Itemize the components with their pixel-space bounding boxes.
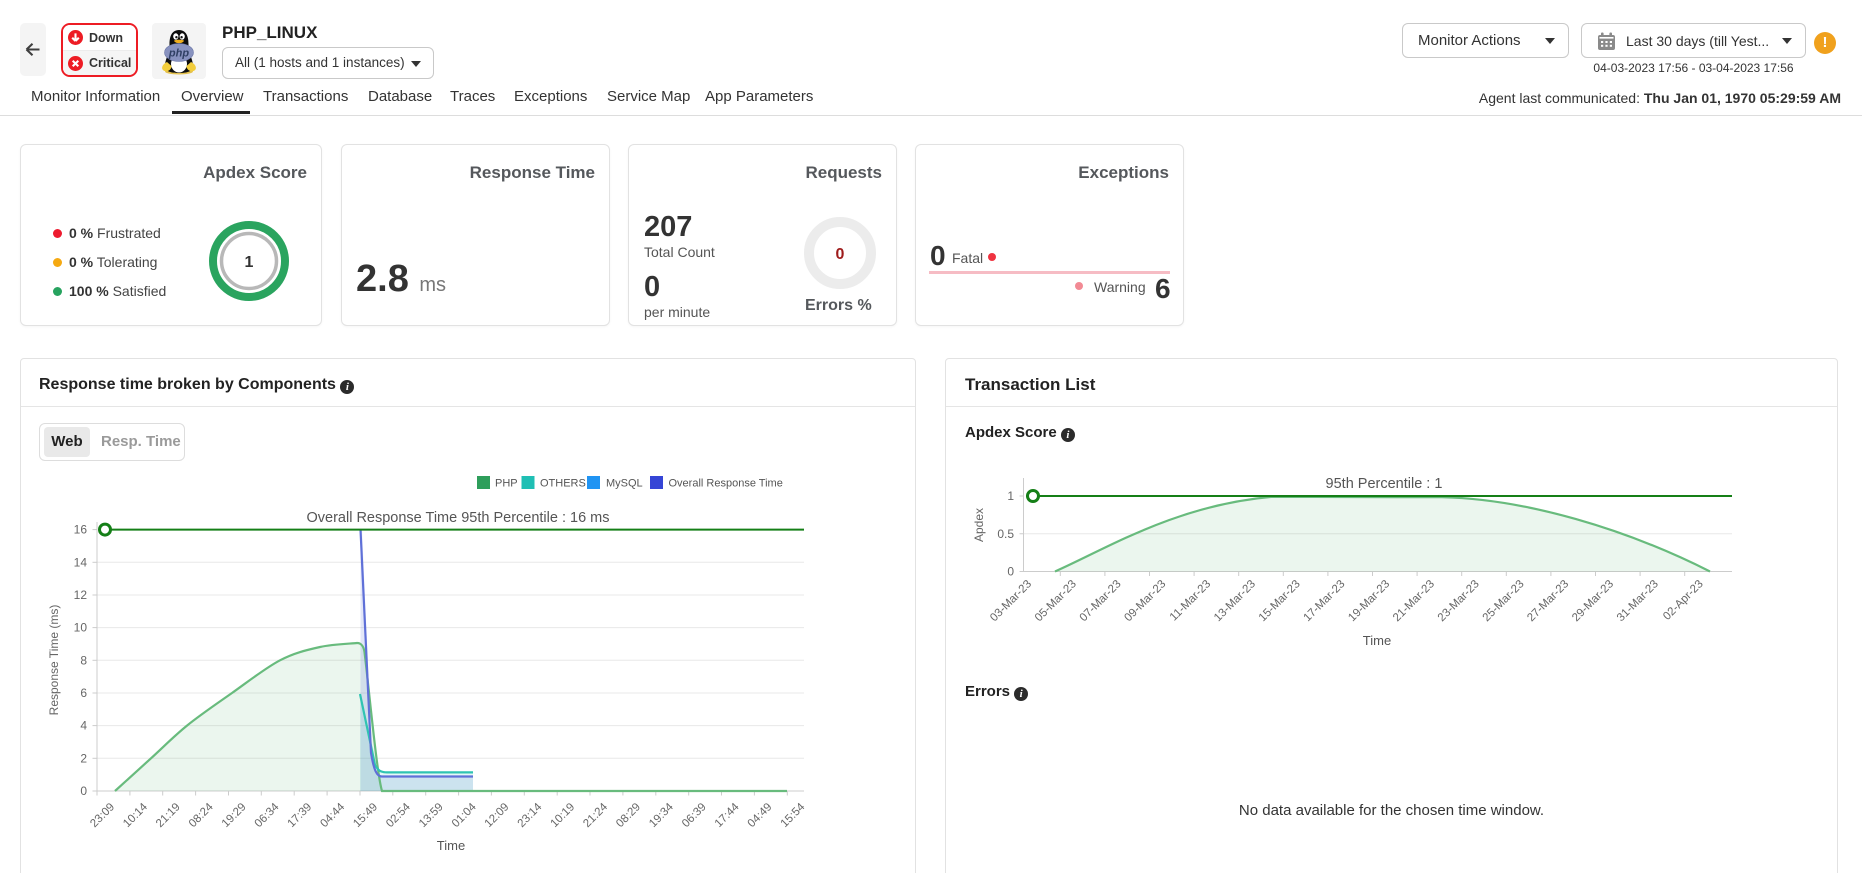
svg-text:0.5: 0.5 bbox=[997, 527, 1014, 541]
svg-text:4: 4 bbox=[80, 719, 87, 733]
svg-text:95th Percentile : 1: 95th Percentile : 1 bbox=[1326, 476, 1443, 492]
svg-text:06:39: 06:39 bbox=[680, 801, 709, 830]
svg-text:Time: Time bbox=[437, 838, 465, 853]
svg-text:15-Mar-23: 15-Mar-23 bbox=[1257, 578, 1303, 624]
svg-text:23:09: 23:09 bbox=[88, 801, 117, 830]
svg-text:Overall Response Time: Overall Response Time bbox=[669, 478, 783, 490]
svg-text:0: 0 bbox=[836, 246, 845, 263]
svg-text:25-Mar-23: 25-Mar-23 bbox=[1481, 578, 1527, 624]
svg-text:03-Mar-23: 03-Mar-23 bbox=[988, 578, 1034, 624]
svg-text:29-Mar-23: 29-Mar-23 bbox=[1570, 578, 1616, 624]
svg-text:16: 16 bbox=[74, 523, 88, 537]
svg-text:27-Mar-23: 27-Mar-23 bbox=[1525, 578, 1571, 624]
svg-text:0: 0 bbox=[1007, 565, 1014, 579]
svg-text:Response Time (ms): Response Time (ms) bbox=[47, 605, 61, 716]
svg-text:13-Mar-23: 13-Mar-23 bbox=[1212, 578, 1258, 624]
svg-text:23:14: 23:14 bbox=[516, 801, 545, 830]
svg-text:MySQL: MySQL bbox=[606, 478, 643, 490]
svg-text:05-Mar-23: 05-Mar-23 bbox=[1033, 578, 1079, 624]
svg-text:17:44: 17:44 bbox=[713, 801, 742, 830]
svg-text:08:24: 08:24 bbox=[187, 801, 216, 830]
svg-text:OTHERS: OTHERS bbox=[540, 478, 586, 490]
svg-text:1: 1 bbox=[1007, 489, 1014, 503]
svg-text:23-Mar-23: 23-Mar-23 bbox=[1436, 578, 1482, 624]
svg-text:Time: Time bbox=[1363, 633, 1391, 648]
svg-text:14: 14 bbox=[74, 555, 88, 569]
svg-text:12: 12 bbox=[74, 588, 88, 602]
svg-text:31-Mar-23: 31-Mar-23 bbox=[1615, 578, 1661, 624]
svg-text:01:04: 01:04 bbox=[450, 801, 479, 830]
svg-text:Overall Response Time 95th Per: Overall Response Time 95th Percentile : … bbox=[306, 510, 609, 526]
svg-text:PHP: PHP bbox=[495, 478, 518, 490]
svg-text:15:49: 15:49 bbox=[351, 801, 380, 830]
svg-text:19-Mar-23: 19-Mar-23 bbox=[1346, 578, 1392, 624]
svg-text:04:49: 04:49 bbox=[746, 801, 775, 830]
svg-text:08:29: 08:29 bbox=[614, 801, 643, 830]
svg-text:11-Mar-23: 11-Mar-23 bbox=[1168, 578, 1213, 623]
svg-text:6: 6 bbox=[80, 686, 87, 700]
svg-text:07-Mar-23: 07-Mar-23 bbox=[1078, 578, 1124, 624]
svg-text:10:19: 10:19 bbox=[548, 801, 577, 830]
svg-text:19:29: 19:29 bbox=[220, 801, 249, 830]
svg-text:8: 8 bbox=[80, 653, 87, 667]
svg-text:21-Mar-23: 21-Mar-23 bbox=[1391, 578, 1437, 624]
svg-text:09-Mar-23: 09-Mar-23 bbox=[1122, 578, 1168, 624]
svg-text:15:54: 15:54 bbox=[779, 801, 808, 830]
svg-text:02-Apr-23: 02-Apr-23 bbox=[1661, 578, 1706, 623]
svg-text:php: php bbox=[168, 48, 189, 60]
svg-text:13:59: 13:59 bbox=[417, 801, 446, 830]
svg-text:Apdex: Apdex bbox=[972, 508, 986, 542]
svg-text:0: 0 bbox=[80, 784, 87, 798]
svg-text:12:09: 12:09 bbox=[483, 801, 512, 830]
svg-text:21:24: 21:24 bbox=[581, 801, 610, 830]
svg-text:21:19: 21:19 bbox=[154, 801, 183, 830]
svg-text:1: 1 bbox=[245, 254, 254, 271]
svg-text:04:44: 04:44 bbox=[318, 801, 347, 830]
svg-text:17-Mar-23: 17-Mar-23 bbox=[1302, 578, 1348, 624]
svg-text:10: 10 bbox=[74, 621, 88, 635]
svg-text:19:34: 19:34 bbox=[647, 801, 676, 830]
svg-text:17:39: 17:39 bbox=[285, 801, 314, 830]
svg-text:2: 2 bbox=[80, 751, 87, 765]
svg-text:06:34: 06:34 bbox=[253, 801, 282, 830]
svg-text:02:54: 02:54 bbox=[384, 801, 413, 830]
svg-text:10:14: 10:14 bbox=[121, 801, 150, 830]
